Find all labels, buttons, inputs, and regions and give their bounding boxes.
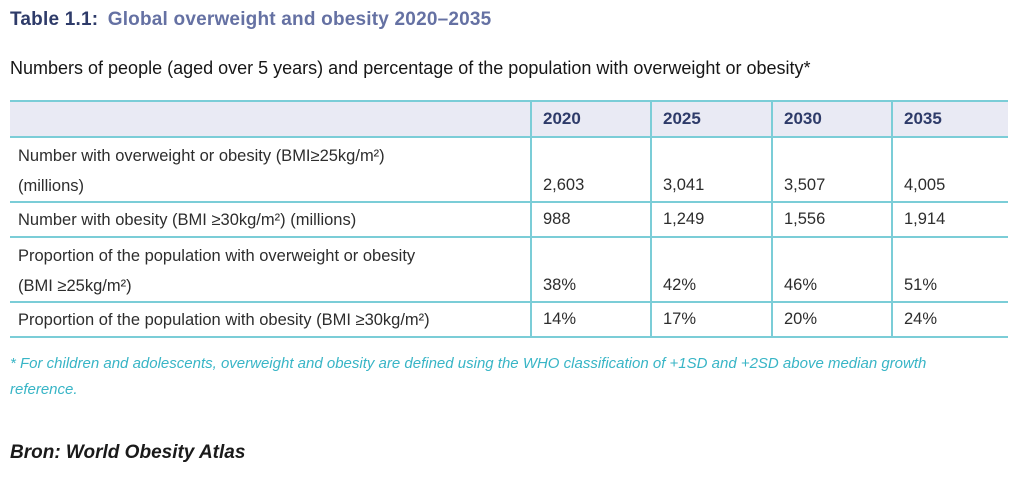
row-label: Proportion of the population with overwe…: [10, 237, 531, 303]
row-label: Number with overweight or obesity (BMI≥2…: [10, 137, 531, 203]
table-row-obesity-millions: Number with obesity (BMI ≥30kg/m²) (mill…: [10, 202, 1008, 238]
header-year-2020: 2020: [530, 100, 651, 138]
cell-value: 24%: [891, 302, 1008, 338]
cell-value: 46%: [771, 237, 892, 303]
row-label-line: Proportion of the population with overwe…: [18, 247, 416, 265]
table-row-overweight-millions: Number with overweight or obesity (BMI≥2…: [10, 137, 1008, 203]
cell-value: 3,041: [650, 137, 772, 203]
cell-value: 38%: [530, 237, 651, 303]
table-caption-title: Global overweight and obesity 2020–2035: [107, 9, 492, 30]
cell-value: 4,005: [891, 137, 1008, 203]
row-label: Number with obesity (BMI ≥30kg/m²) (mill…: [10, 202, 531, 238]
source-attribution: Bron: World Obesity Atlas: [10, 442, 246, 463]
cell-value: 3,507: [771, 137, 892, 203]
cell-value: 51%: [891, 237, 1008, 303]
header-year-2025: 2025: [650, 100, 772, 138]
cell-value: 42%: [650, 237, 772, 303]
header-empty-cell: [10, 100, 531, 138]
row-label-line: Proportion of the population with obesit…: [18, 310, 430, 329]
cell-value: 1,249: [650, 202, 772, 238]
cell-value: 20%: [771, 302, 892, 338]
table-caption-number: Table 1.1:: [10, 9, 99, 30]
row-label-line: (BMI ≥25kg/m²): [18, 277, 132, 295]
footnote-line: * For children and adolescents, overweig…: [10, 355, 927, 372]
cell-value: 2,603: [530, 137, 651, 203]
cell-value: 14%: [530, 302, 651, 338]
row-label: Proportion of the population with obesit…: [10, 302, 531, 338]
row-label-line: (millions): [18, 177, 84, 195]
row-label-line: Number with overweight or obesity (BMI≥2…: [18, 147, 385, 165]
footnote-line: reference.: [10, 381, 78, 398]
table-caption: Table 1.1: Global overweight and obesity…: [10, 9, 491, 31]
cell-value: 1,556: [771, 202, 892, 238]
table-header-row: 2020 2025 2030 2035: [10, 100, 1008, 138]
cell-value: 988: [530, 202, 651, 238]
cell-value: 17%: [650, 302, 772, 338]
cell-value: 1,914: [891, 202, 1008, 238]
header-year-2030: 2030: [771, 100, 892, 138]
row-label-line: Number with obesity (BMI ≥30kg/m²) (mill…: [18, 210, 357, 229]
header-year-2035: 2035: [891, 100, 1008, 138]
table-subtitle: Numbers of people (aged over 5 years) an…: [10, 58, 811, 78]
table-row-overweight-proportion: Proportion of the population with overwe…: [10, 237, 1008, 303]
obesity-data-table: 2020 2025 2030 2035 Number with overweig…: [10, 100, 1008, 338]
table-footnote: * For children and adolescents, overweig…: [10, 351, 1014, 403]
table-row-obesity-proportion: Proportion of the population with obesit…: [10, 302, 1008, 338]
